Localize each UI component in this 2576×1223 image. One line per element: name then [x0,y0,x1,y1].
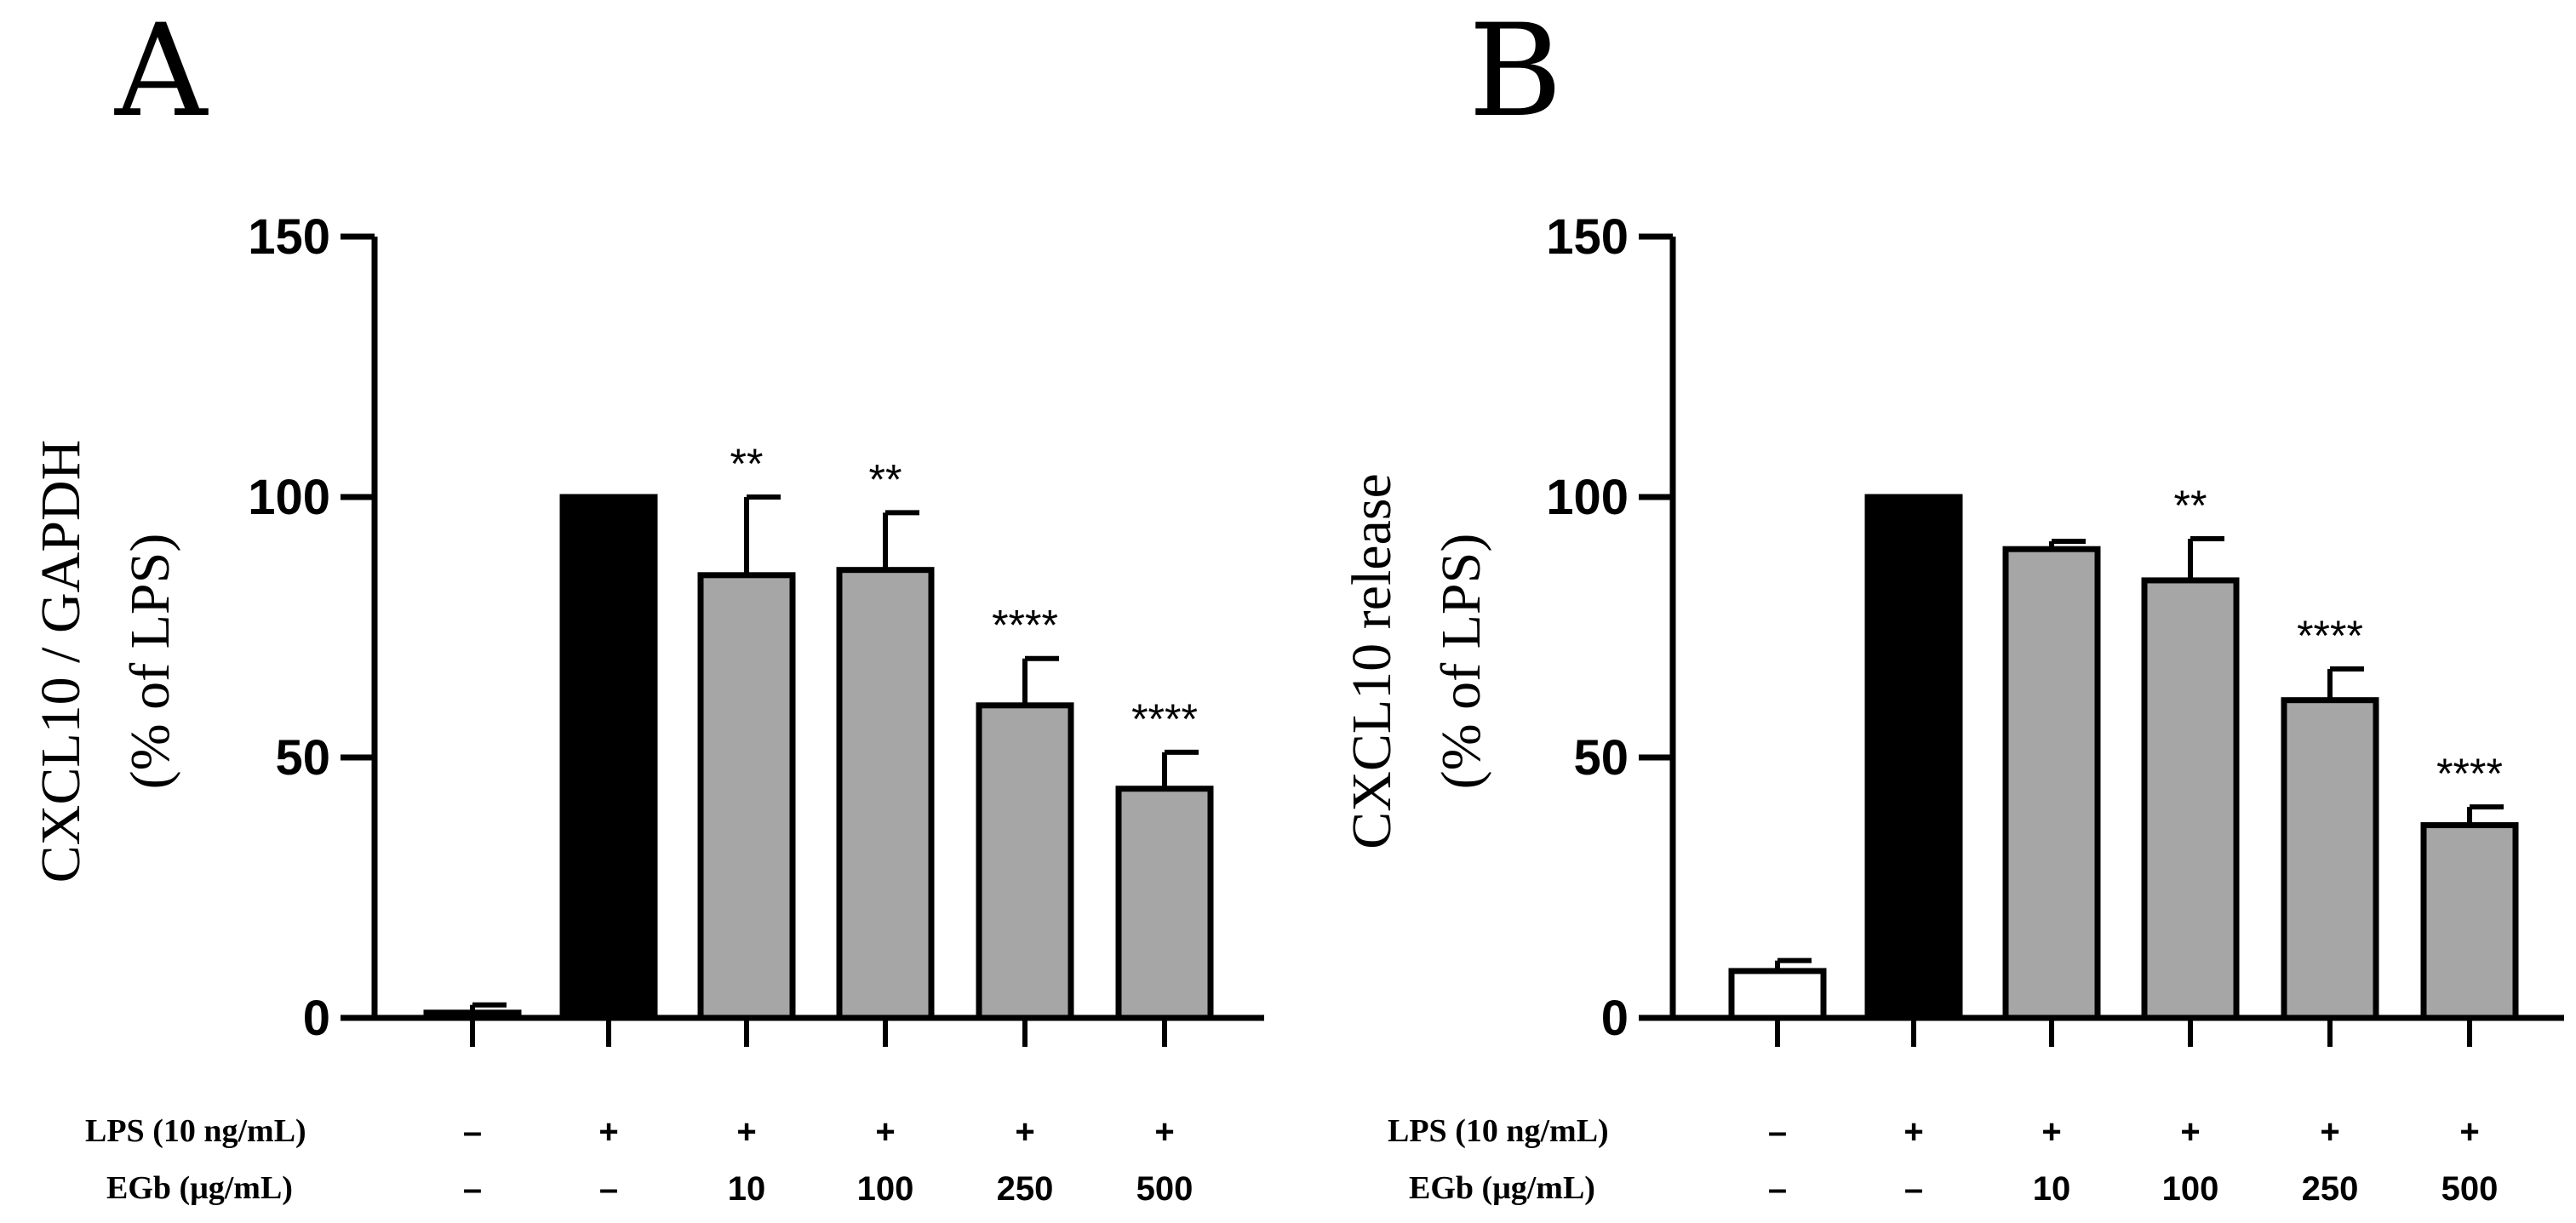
y-tick-label: 100 [248,470,330,525]
bar-lps-egb100 [836,567,935,1021]
bar-lps-egb250 [976,702,1074,1021]
egb-condition: 100 [2162,1170,2219,1208]
significance-marker: **** [2297,612,2363,660]
egb-condition: 10 [2033,1170,2071,1208]
y-axis-label: CXCL10 release [1341,473,1403,849]
bar-lps-egb250 [2281,697,2379,1021]
lps-row-label: LPS (10 ng/mL) [85,1113,306,1149]
lps-condition: + [875,1113,895,1151]
lps-condition: + [1154,1113,1174,1151]
egb-row-label: EGb (μg/mL) [106,1170,293,1206]
significance-marker: ** [2174,482,2207,529]
bar-lps [559,494,658,1021]
panel-b: B CXCL10 release (% of LPS) 0 50 100 150 – – + – +1… [1341,0,2564,1208]
bar-lps-egb500 [1115,786,1214,1021]
lps-condition: + [2320,1113,2339,1151]
lps-condition: + [2459,1113,2479,1151]
egb-condition: – [599,1170,618,1208]
significance-marker: ** [869,455,902,503]
egb-condition: – [1768,1170,1787,1208]
lps-condition: + [1903,1113,1923,1151]
y-tick-label: 50 [275,730,330,786]
y-axis-label: CXCL10 / GAPDH [30,440,92,883]
bar-lps-egb10 [2002,546,2101,1021]
egb-condition: 100 [857,1170,914,1208]
significance-marker: **** [992,602,1058,649]
lps-condition: + [1015,1113,1034,1151]
y-tick-label: 50 [1573,730,1629,786]
egb-condition: – [463,1170,482,1208]
panel-letter: B [1468,0,1562,146]
lps-condition: – [1768,1113,1787,1151]
bar-lps-egb500 [2420,822,2519,1021]
bar-lps-egb10 [697,572,796,1021]
bar-lps-egb100 [2141,577,2240,1021]
significance-marker: **** [1131,695,1198,743]
egb-condition: 500 [1136,1170,1194,1208]
significance-marker: ** [730,440,764,488]
y-tick-label: 150 [248,209,330,265]
y-tick-label: 0 [1601,991,1629,1046]
egb-row-label: EGb (μg/mL) [1409,1170,1595,1206]
y-axis-label-units: (% of LPS) [119,534,181,790]
bar-ctrl [423,1009,522,1021]
lps-condition: + [598,1113,618,1151]
lps-condition: + [2041,1113,2061,1151]
lps-condition: + [736,1113,756,1151]
egb-condition: 250 [2302,1170,2359,1208]
y-axis-label-units: (% of LPS) [1430,534,1492,790]
lps-row-label: LPS (10 ng/mL) [1388,1113,1609,1149]
significance-marker: **** [2436,750,2503,797]
bar-ctrl [1728,968,1827,1021]
y-tick-label: 0 [303,991,330,1046]
egb-condition: 500 [2441,1170,2499,1208]
y-tick-label: 150 [1546,209,1629,265]
egb-condition: 10 [728,1170,766,1208]
lps-condition: – [463,1113,482,1151]
y-tick-label: 100 [1546,470,1629,525]
egb-condition: – [1904,1170,1923,1208]
egb-condition: 250 [997,1170,1054,1208]
panel-a: A CXCL10 / GAPDH (% of LPS) 0 50 100 150 – – + – **… [30,0,1264,1208]
lps-condition: + [2180,1113,2200,1151]
bar-lps [1864,494,1963,1021]
panel-letter: A [114,0,209,146]
